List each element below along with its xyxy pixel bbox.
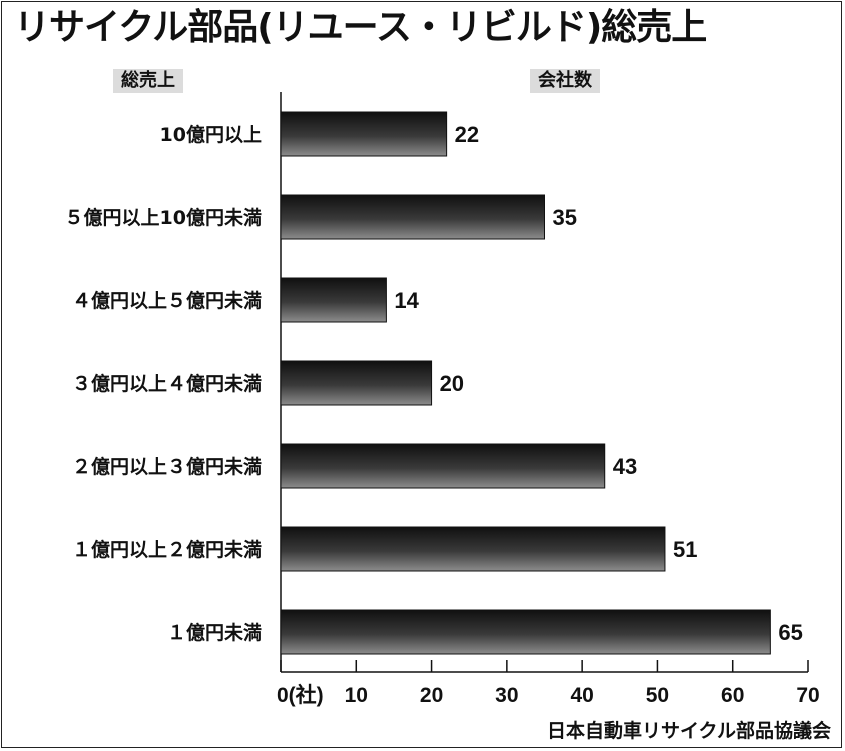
bar	[280, 111, 448, 157]
data-label: 35	[553, 205, 577, 230]
bar	[280, 526, 666, 572]
data-label: 51	[673, 537, 697, 562]
bar	[280, 277, 387, 323]
data-label: 14	[394, 288, 419, 313]
category-label: ５億円以上10億円未満	[65, 206, 262, 229]
data-label: 22	[455, 122, 479, 147]
x-tick-label: 70	[796, 684, 819, 707]
category-axis-label: 総売上	[113, 69, 183, 93]
category-label: 10億円以上	[160, 123, 262, 146]
axis-layer: 0(社) 10 20 30 40 50 60 70	[277, 92, 820, 707]
x-tick-label: 60	[721, 684, 744, 707]
value-axis-label: 会社数	[530, 69, 600, 93]
data-label: 65	[778, 620, 802, 645]
data-label: 43	[613, 454, 637, 479]
x-tick-label: 0(社)	[277, 683, 324, 707]
category-label: ３億円以上４億円未満	[72, 372, 262, 395]
x-tick-label: 10	[345, 684, 368, 707]
chart-title: リサイクル部品(リユース・リビルド)総売上	[14, 7, 707, 48]
category-label: １億円以上２億円未満	[72, 538, 262, 561]
category-label: ２億円以上３億円未満	[72, 455, 262, 478]
bar-layer: 10億円以上 22 ５億円以上10億円未満 35 ４億円以上５億円未満 14 ３億円以上４億…	[65, 111, 803, 655]
source-credit: 日本自動車リサイクル部品協議会	[546, 720, 831, 742]
data-label: 20	[440, 371, 464, 396]
bar	[280, 609, 771, 655]
bar	[280, 194, 545, 240]
category-label: １億円未満	[167, 621, 262, 644]
bar	[280, 443, 606, 489]
x-tick-label: 30	[495, 684, 518, 707]
x-tick-label: 40	[570, 684, 593, 707]
bar	[280, 360, 433, 406]
x-tick-label: 50	[646, 684, 669, 707]
category-label: ４億円以上５億円未満	[72, 289, 262, 312]
x-tick-label: 20	[420, 684, 443, 707]
